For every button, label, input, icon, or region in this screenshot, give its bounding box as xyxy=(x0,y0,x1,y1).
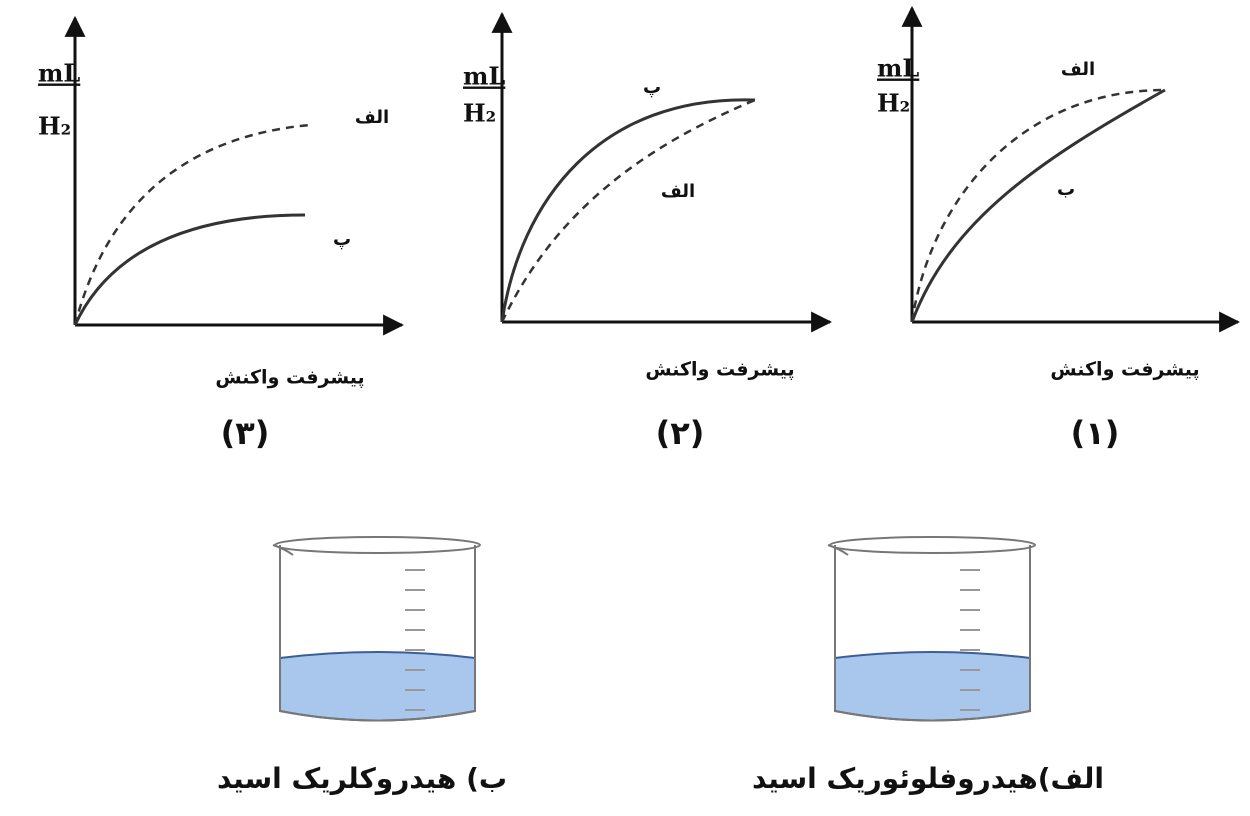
curve-label: پ xyxy=(333,229,351,250)
y-label-gas: H₂ xyxy=(877,89,910,118)
curve-dashed xyxy=(73,123,311,326)
x-axis-label: پیشرفت واکنش xyxy=(1050,359,1199,381)
curve-solid xyxy=(910,88,1166,323)
graph-number: (۱) xyxy=(1071,414,1120,452)
graph-number: (۲) xyxy=(656,414,705,452)
curve-label: ب xyxy=(1057,179,1075,200)
curve-solid xyxy=(500,98,756,323)
beaker-caption: الف)هیدروفلوئوریک اسید xyxy=(752,762,1104,795)
y-label-unit: mL xyxy=(463,62,505,91)
x-axis-label: پیشرفت واکنش xyxy=(645,359,794,381)
graph-number: (۳) xyxy=(221,414,270,452)
water xyxy=(834,651,1031,722)
curve-solid xyxy=(73,213,306,326)
curve-dashed xyxy=(500,98,756,323)
beaker-body xyxy=(834,545,1031,722)
y-label-unit: mL xyxy=(38,59,80,88)
y-label-gas: H₂ xyxy=(38,112,71,141)
y-label-unit: mL xyxy=(877,54,919,83)
curve-dashed xyxy=(910,88,1166,323)
curve-label: پ xyxy=(643,77,661,98)
beaker-caption: ب) هیدروکلریک اسید xyxy=(217,762,507,795)
beaker-spout xyxy=(272,544,294,556)
graph: mL H₂ الف ب پیشرفت واکنش (۱) xyxy=(877,5,1241,452)
water xyxy=(279,651,476,722)
curve-label: الف xyxy=(355,107,389,128)
graph: mL H₂ الف پ پیشرفت واکنش (۲) xyxy=(463,11,833,452)
beaker-rim xyxy=(829,536,1036,554)
y-label-gas: H₂ xyxy=(463,99,496,128)
beaker: الف)هیدروفلوئوریک اسید xyxy=(752,536,1104,795)
curve-label: الف xyxy=(661,181,695,202)
x-axis-label: پیشرفت واکنش xyxy=(215,367,364,389)
beaker-rim xyxy=(274,536,481,554)
beaker-body xyxy=(279,545,476,722)
graph: mL H₂ الف پ پیشرفت واکنش (۳) xyxy=(38,15,405,452)
beaker-spout xyxy=(827,544,849,556)
beaker: ب) هیدروکلریک اسید xyxy=(217,536,507,795)
curve-label: الف xyxy=(1061,59,1095,80)
